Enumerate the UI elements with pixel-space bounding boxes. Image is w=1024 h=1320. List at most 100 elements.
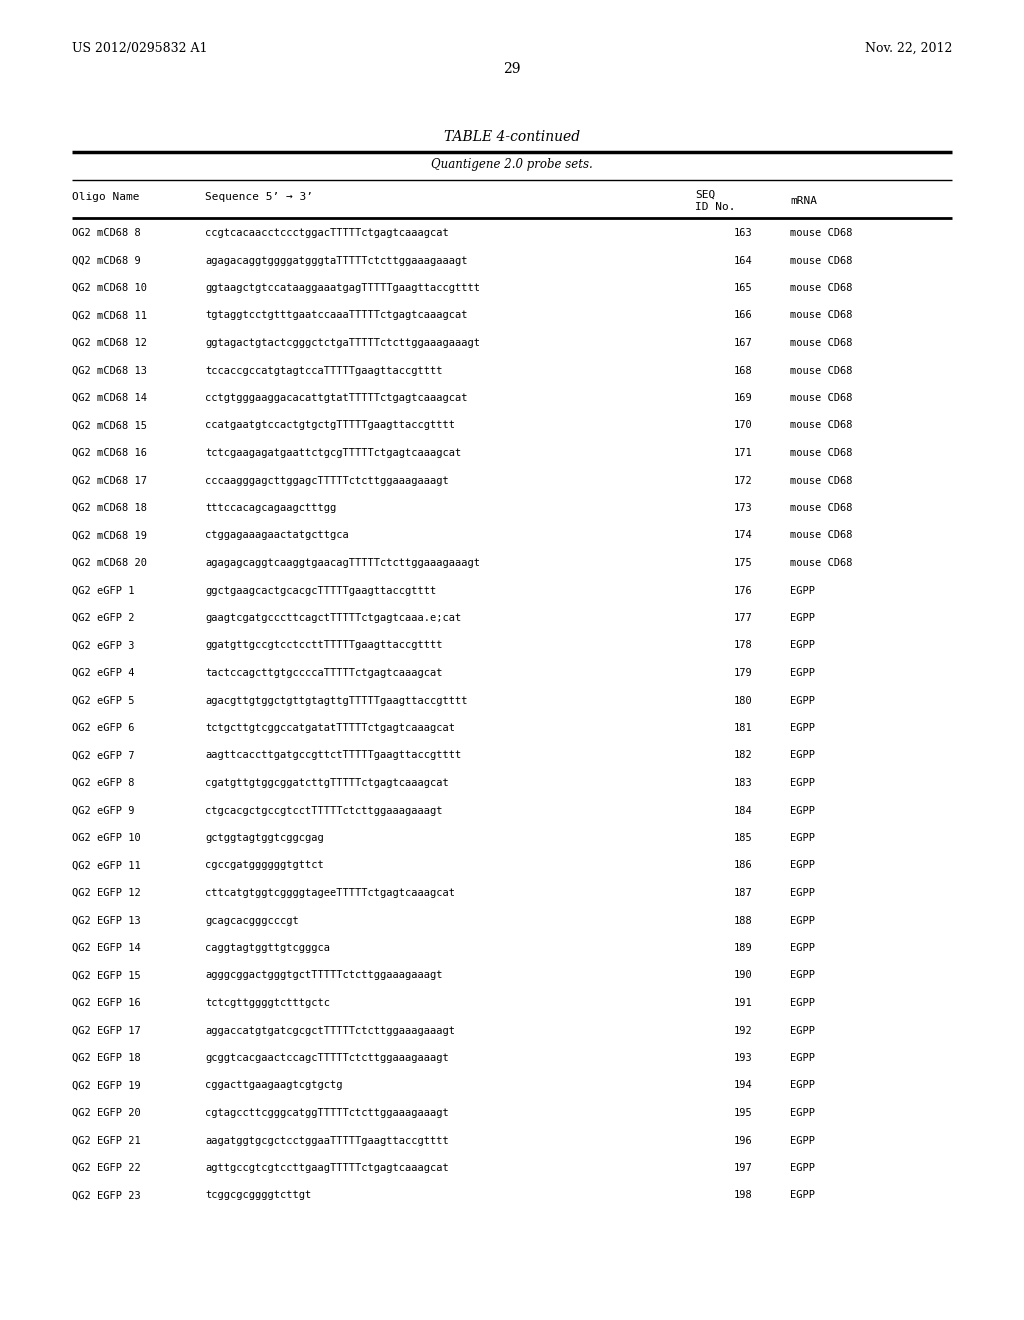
- Text: mouse CD68: mouse CD68: [790, 531, 853, 540]
- Text: QG2 EGFP 17: QG2 EGFP 17: [72, 1026, 140, 1035]
- Text: mouse CD68: mouse CD68: [790, 421, 853, 430]
- Text: 197: 197: [733, 1163, 752, 1173]
- Text: TABLE 4-continued: TABLE 4-continued: [444, 129, 580, 144]
- Text: QG2 EGFP 16: QG2 EGFP 16: [72, 998, 140, 1008]
- Text: QG2 eGFP 3: QG2 eGFP 3: [72, 640, 134, 651]
- Text: EGPP: EGPP: [790, 1081, 815, 1090]
- Text: agacgttgtggctgttgtagttgTTTTTgaagttaccgtttt: agacgttgtggctgttgtagttgTTTTTgaagttaccgtt…: [205, 696, 468, 705]
- Text: QG2 EGFP 23: QG2 EGFP 23: [72, 1191, 140, 1200]
- Text: EGPP: EGPP: [790, 861, 815, 870]
- Text: cgtagccttcgggcatggTTTTTctcttggaaagaaagt: cgtagccttcgggcatggTTTTTctcttggaaagaaagt: [205, 1107, 449, 1118]
- Text: QG2 mCD68 13: QG2 mCD68 13: [72, 366, 147, 375]
- Text: cgccgatggggggtgttct: cgccgatggggggtgttct: [205, 861, 324, 870]
- Text: tctcgttggggtctttgctc: tctcgttggggtctttgctc: [205, 998, 330, 1008]
- Text: agttgccgtcgtccttgaagTTTTTctgagtcaaagcat: agttgccgtcgtccttgaagTTTTTctgagtcaaagcat: [205, 1163, 449, 1173]
- Text: Nov. 22, 2012: Nov. 22, 2012: [864, 42, 952, 55]
- Text: EGPP: EGPP: [790, 1191, 815, 1200]
- Text: mouse CD68: mouse CD68: [790, 366, 853, 375]
- Text: QG2 eGFP 11: QG2 eGFP 11: [72, 861, 140, 870]
- Text: 164: 164: [733, 256, 752, 265]
- Text: OG2 eGFP 10: OG2 eGFP 10: [72, 833, 140, 843]
- Text: cgatgttgtggcggatcttgTTTTTctgagtcaaagcat: cgatgttgtggcggatcttgTTTTTctgagtcaaagcat: [205, 777, 449, 788]
- Text: QG2 mCD68 17: QG2 mCD68 17: [72, 475, 147, 486]
- Text: EGPP: EGPP: [790, 1026, 815, 1035]
- Text: ggtagactgtactcgggctctgaTTTTTctcttggaaagaaagt: ggtagactgtactcgggctctgaTTTTTctcttggaaaga…: [205, 338, 480, 348]
- Text: 170: 170: [733, 421, 752, 430]
- Text: 191: 191: [733, 998, 752, 1008]
- Text: OG2 eGFP 6: OG2 eGFP 6: [72, 723, 134, 733]
- Text: 184: 184: [733, 805, 752, 816]
- Text: QG2 EGFP 18: QG2 EGFP 18: [72, 1053, 140, 1063]
- Text: tttccacagcagaagctttgg: tttccacagcagaagctttgg: [205, 503, 336, 513]
- Text: EGPP: EGPP: [790, 805, 815, 816]
- Text: tctcgaagagatgaattctgcgTTTTTctgagtcaaagcat: tctcgaagagatgaattctgcgTTTTTctgagtcaaagca…: [205, 447, 461, 458]
- Text: tctgcttgtcggccatgatatTTTTTctgagtcaaagcat: tctgcttgtcggccatgatatTTTTTctgagtcaaagcat: [205, 723, 455, 733]
- Text: 186: 186: [733, 861, 752, 870]
- Text: ctggagaaagaactatgcttgca: ctggagaaagaactatgcttgca: [205, 531, 349, 540]
- Text: ctgcacgctgccgtcctTTTTTctcttggaaagaaagt: ctgcacgctgccgtcctTTTTTctcttggaaagaaagt: [205, 805, 442, 816]
- Text: QG2 mCD68 15: QG2 mCD68 15: [72, 421, 147, 430]
- Text: QG2 EGFP 21: QG2 EGFP 21: [72, 1135, 140, 1146]
- Text: EGPP: EGPP: [790, 751, 815, 760]
- Text: agggcggactgggtgctTTTTTctcttggaaagaaagt: agggcggactgggtgctTTTTTctcttggaaagaaagt: [205, 970, 442, 981]
- Text: EGPP: EGPP: [790, 1107, 815, 1118]
- Text: ccgtcacaacctccctggacTTTTTctgagtcaaagcat: ccgtcacaacctccctggacTTTTTctgagtcaaagcat: [205, 228, 449, 238]
- Text: mRNA: mRNA: [790, 195, 817, 206]
- Text: mouse CD68: mouse CD68: [790, 256, 853, 265]
- Text: Quantigene 2.0 probe sets.: Quantigene 2.0 probe sets.: [431, 158, 593, 172]
- Text: mouse CD68: mouse CD68: [790, 503, 853, 513]
- Text: QG2 eGFP 9: QG2 eGFP 9: [72, 805, 134, 816]
- Text: agagagcaggtcaaggtgaacagTTTTTctcttggaaagaaagt: agagagcaggtcaaggtgaacagTTTTTctcttggaaaga…: [205, 558, 480, 568]
- Text: gcagcacgggcccgt: gcagcacgggcccgt: [205, 916, 299, 925]
- Text: tccaccgccatgtagtccaTTTTTgaagttaccgtttt: tccaccgccatgtagtccaTTTTTgaagttaccgtttt: [205, 366, 442, 375]
- Text: QG2 EGFP 14: QG2 EGFP 14: [72, 942, 140, 953]
- Text: 180: 180: [733, 696, 752, 705]
- Text: 178: 178: [733, 640, 752, 651]
- Text: 29: 29: [503, 62, 521, 77]
- Text: US 2012/0295832 A1: US 2012/0295832 A1: [72, 42, 208, 55]
- Text: QG2 EGFP 20: QG2 EGFP 20: [72, 1107, 140, 1118]
- Text: mouse CD68: mouse CD68: [790, 282, 853, 293]
- Text: 169: 169: [733, 393, 752, 403]
- Text: 182: 182: [733, 751, 752, 760]
- Text: QG2 mCD68 19: QG2 mCD68 19: [72, 531, 147, 540]
- Text: gaagtcgatgcccttcagctTTTTTctgagtcaaa.e;cat: gaagtcgatgcccttcagctTTTTTctgagtcaaa.e;ca…: [205, 612, 461, 623]
- Text: mouse CD68: mouse CD68: [790, 393, 853, 403]
- Text: ggtaagctgtccataaggaaatgagTTTTTgaagttaccgtttt: ggtaagctgtccataaggaaatgagTTTTTgaagttaccg…: [205, 282, 480, 293]
- Text: QG2 EGFP 22: QG2 EGFP 22: [72, 1163, 140, 1173]
- Text: 165: 165: [733, 282, 752, 293]
- Text: QG2 eGFP 5: QG2 eGFP 5: [72, 696, 134, 705]
- Text: QG2 mCD68 20: QG2 mCD68 20: [72, 558, 147, 568]
- Text: ggatgttgccgtcctccttTTTTTgaagttaccgtttt: ggatgttgccgtcctccttTTTTTgaagttaccgtttt: [205, 640, 442, 651]
- Text: 193: 193: [733, 1053, 752, 1063]
- Text: 195: 195: [733, 1107, 752, 1118]
- Text: EGPP: EGPP: [790, 640, 815, 651]
- Text: tcggcgcggggtcttgt: tcggcgcggggtcttgt: [205, 1191, 311, 1200]
- Text: EGPP: EGPP: [790, 723, 815, 733]
- Text: aagttcaccttgatgccgttctTTTTTgaagttaccgtttt: aagttcaccttgatgccgttctTTTTTgaagttaccgttt…: [205, 751, 461, 760]
- Text: EGPP: EGPP: [790, 777, 815, 788]
- Text: Sequence 5’ → 3’: Sequence 5’ → 3’: [205, 191, 313, 202]
- Text: ggctgaagcactgcacgcTTTTTgaagttaccgtttt: ggctgaagcactgcacgcTTTTTgaagttaccgtttt: [205, 586, 436, 595]
- Text: 188: 188: [733, 916, 752, 925]
- Text: EGPP: EGPP: [790, 668, 815, 678]
- Text: 183: 183: [733, 777, 752, 788]
- Text: EGPP: EGPP: [790, 970, 815, 981]
- Text: EGPP: EGPP: [790, 916, 815, 925]
- Text: 166: 166: [733, 310, 752, 321]
- Text: ID No.: ID No.: [695, 202, 735, 213]
- Text: QG2 EGFP 13: QG2 EGFP 13: [72, 916, 140, 925]
- Text: QG2 eGFP 4: QG2 eGFP 4: [72, 668, 134, 678]
- Text: QG2 EGFP 15: QG2 EGFP 15: [72, 970, 140, 981]
- Text: 175: 175: [733, 558, 752, 568]
- Text: tactccagcttgtgccccaTTTTTctgagtcaaagcat: tactccagcttgtgccccaTTTTTctgagtcaaagcat: [205, 668, 442, 678]
- Text: 179: 179: [733, 668, 752, 678]
- Text: EGPP: EGPP: [790, 612, 815, 623]
- Text: mouse CD68: mouse CD68: [790, 228, 853, 238]
- Text: SEQ: SEQ: [695, 190, 715, 201]
- Text: EGPP: EGPP: [790, 1053, 815, 1063]
- Text: 168: 168: [733, 366, 752, 375]
- Text: 176: 176: [733, 586, 752, 595]
- Text: cctgtgggaaggacacattgtatTTTTTctgagtcaaagcat: cctgtgggaaggacacattgtatTTTTTctgagtcaaagc…: [205, 393, 468, 403]
- Text: QG2 eGFP 8: QG2 eGFP 8: [72, 777, 134, 788]
